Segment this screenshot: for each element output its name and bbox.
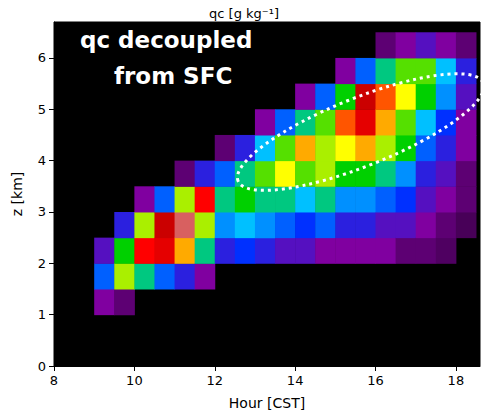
svg-text:10: 10: [126, 373, 143, 388]
svg-text:qc [g kg⁻¹]: qc [g kg⁻¹]: [209, 6, 279, 21]
svg-text:0: 0: [38, 359, 46, 374]
svg-text:Hour [CST]: Hour [CST]: [229, 395, 305, 411]
svg-text:12: 12: [206, 373, 223, 388]
svg-text:18: 18: [448, 373, 465, 388]
svg-text:qc decoupled: qc decoupled: [80, 27, 252, 53]
svg-text:8: 8: [50, 373, 58, 388]
svg-text:6: 6: [38, 50, 46, 65]
svg-text:5: 5: [38, 102, 46, 117]
svg-text:16: 16: [367, 373, 384, 388]
svg-text:14: 14: [287, 373, 304, 388]
svg-text:3: 3: [38, 204, 46, 219]
svg-text:from SFC: from SFC: [114, 63, 232, 89]
svg-text:1: 1: [38, 307, 46, 322]
svg-text:z [km]: z [km]: [9, 172, 25, 216]
svg-text:2: 2: [38, 256, 46, 271]
svg-text:4: 4: [38, 153, 46, 168]
